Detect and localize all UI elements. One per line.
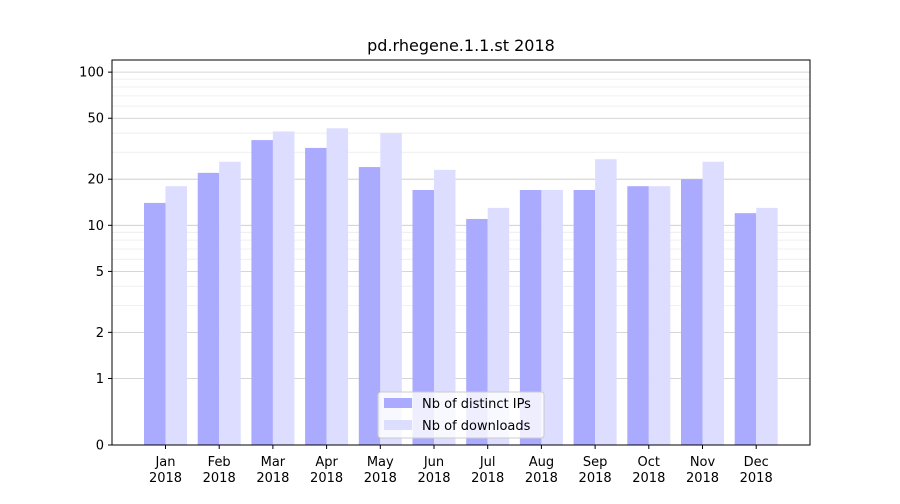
bar-distinct-ips-mar xyxy=(251,140,273,445)
bar-downloads-feb xyxy=(219,161,241,445)
x-tick-label-year: 2018 xyxy=(417,471,450,486)
x-tick-label-month: May xyxy=(367,455,394,470)
bar-distinct-ips-aug xyxy=(519,190,542,445)
bar-downloads-nov xyxy=(702,161,724,445)
bars xyxy=(144,128,778,446)
y-tick-label: 1 xyxy=(96,372,104,387)
x-tick-label-year: 2018 xyxy=(364,471,397,486)
x-tick-label-year: 2018 xyxy=(740,471,773,486)
bar-distinct-ips-oct xyxy=(627,186,649,445)
bar-distinct-ips-may xyxy=(358,167,381,446)
legend-swatch-distinct-ips xyxy=(384,398,412,408)
bar-distinct-ips-sep xyxy=(573,190,596,445)
bar-distinct-ips-jul xyxy=(466,218,488,445)
bar-downloads-may xyxy=(380,133,402,445)
bar-distinct-ips-jan xyxy=(144,202,166,445)
x-tick-label-month: Jan xyxy=(154,455,175,470)
x-tick-label-year: 2018 xyxy=(632,471,665,486)
bar-downloads-dec xyxy=(756,207,778,445)
x-tick-label-year: 2018 xyxy=(256,471,289,486)
chart-title: pd.rhegene.1.1.st 2018 xyxy=(367,36,555,55)
y-axis: 0 1 2 5 10 20 50 100 xyxy=(79,66,112,454)
bar-downloads-sep xyxy=(595,159,617,445)
bar-downloads-aug xyxy=(541,190,563,445)
bar-distinct-ips-dec xyxy=(734,213,757,445)
bar-downloads-mar xyxy=(272,131,295,446)
legend-label-downloads: Nb of downloads xyxy=(422,419,531,434)
y-tick-label: 100 xyxy=(79,66,104,81)
y-tick-label: 50 xyxy=(87,112,104,127)
y-tick-label: 0 xyxy=(96,439,104,454)
y-tick-label: 10 xyxy=(87,219,104,234)
bar-downloads-apr xyxy=(326,128,349,446)
legend-label-distinct-ips: Nb of distinct IPs xyxy=(422,397,531,412)
bar-downloads-jul xyxy=(487,207,510,445)
bar-downloads-oct xyxy=(648,186,671,445)
x-tick-label-year: 2018 xyxy=(686,471,719,486)
x-tick-label-year: 2018 xyxy=(579,471,612,486)
x-tick-label-month: Nov xyxy=(690,455,716,470)
x-tick-label-year: 2018 xyxy=(149,471,182,486)
x-tick-label-year: 2018 xyxy=(525,471,558,486)
x-tick-label-month: Aug xyxy=(529,455,554,470)
x-tick-label-month: Mar xyxy=(261,455,286,470)
x-tick-label-month: Jun xyxy=(423,455,444,470)
x-tick-label-month: Jul xyxy=(479,455,496,470)
legend-box xyxy=(377,391,545,439)
bar-downloads-jun xyxy=(434,169,456,446)
legend: Nb of distinct IPs Nb of downloads xyxy=(377,391,545,439)
x-tick-label-month: Feb xyxy=(208,455,231,470)
bar-distinct-ips-nov xyxy=(681,179,703,445)
legend-swatch-downloads xyxy=(384,420,412,430)
x-axis: Jan2018Feb2018Mar2018Apr2018May2018Jun20… xyxy=(149,445,773,486)
x-tick-label-month: Dec xyxy=(744,455,769,470)
y-tick-label: 5 xyxy=(96,265,104,280)
plot-area-frame xyxy=(111,59,811,446)
y-tick-label: 2 xyxy=(96,326,104,341)
bar-distinct-ips-jun xyxy=(412,190,434,445)
x-tick-label-year: 2018 xyxy=(203,471,236,486)
x-tick-label-month: Oct xyxy=(638,455,660,470)
x-tick-label-year: 2018 xyxy=(471,471,504,486)
y-tick-label: 20 xyxy=(87,173,104,188)
bar-distinct-ips-apr xyxy=(305,147,327,445)
x-tick-label-month: Apr xyxy=(315,455,338,470)
x-tick-label-year: 2018 xyxy=(310,471,343,486)
bar-distinct-ips-feb xyxy=(197,172,220,445)
bar-downloads-jan xyxy=(165,186,187,445)
x-tick-label-month: Sep xyxy=(583,455,608,470)
